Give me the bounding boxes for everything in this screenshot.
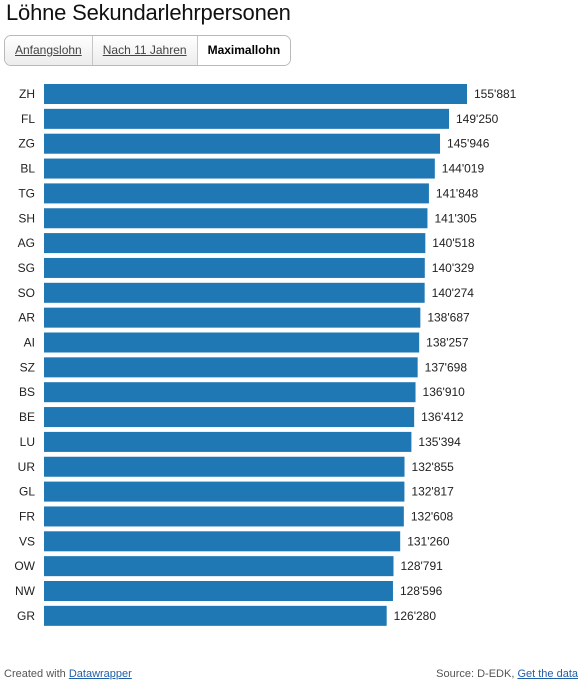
value-label-gl: 132'817 (411, 485, 454, 499)
category-label-tg: TG (18, 186, 35, 200)
bar-gl[interactable] (44, 481, 405, 502)
value-label-zg: 145'946 (447, 137, 490, 151)
bar-vs[interactable] (44, 531, 401, 552)
value-label-gr: 126'280 (394, 609, 437, 623)
bar-nw[interactable] (44, 581, 393, 601)
category-label-be: BE (19, 410, 35, 424)
view-tabs: Anfangslohn Nach 11 Jahren Maximallohn (4, 35, 292, 66)
bar-sz[interactable] (44, 357, 418, 378)
value-label-ow: 128'791 (400, 559, 443, 573)
bar-tg[interactable] (44, 183, 429, 204)
category-label-fl: FL (21, 112, 35, 126)
value-label-zh: 155'881 (474, 87, 517, 101)
bar-bs[interactable] (44, 382, 416, 403)
bar-ur[interactable] (44, 456, 405, 477)
value-label-tg: 141'848 (436, 186, 479, 200)
bar-zg[interactable] (44, 133, 441, 154)
tab-maximallohn[interactable]: Maximallohn (197, 36, 291, 65)
datawrapper-link[interactable]: Datawrapper (68, 668, 132, 680)
category-label-sz: SZ (20, 360, 35, 374)
value-label-bs: 136'910 (423, 385, 466, 399)
get-data-link[interactable]: Get the data (517, 668, 578, 680)
bar-be[interactable] (44, 407, 415, 428)
category-label-gr: GR (17, 609, 35, 623)
chart-title: Löhne Sekundarlehrpersonen (6, 0, 291, 25)
value-label-fr: 132'608 (411, 509, 454, 523)
category-label-gl: GL (19, 485, 35, 499)
value-label-be: 136'412 (421, 410, 464, 424)
bar-sg[interactable] (44, 257, 425, 278)
value-label-sh: 141'305 (434, 211, 477, 225)
value-label-ur: 132'855 (412, 460, 455, 474)
value-label-vs: 131'260 (407, 534, 450, 548)
category-label-sg: SG (18, 261, 35, 275)
category-label-zg: ZG (18, 137, 35, 151)
category-label-ur: UR (18, 460, 36, 474)
bar-ag[interactable] (44, 233, 426, 254)
category-label-zh: ZH (19, 87, 35, 101)
category-label-ar: AR (18, 311, 35, 325)
bar-bl[interactable] (44, 158, 435, 179)
value-label-bl: 144'019 (442, 162, 485, 176)
bar-ow[interactable] (44, 556, 394, 577)
category-label-fr: FR (19, 509, 35, 523)
value-label-sz: 137'698 (425, 360, 468, 374)
category-label-nw: NW (15, 584, 36, 598)
bar-gr[interactable] (44, 605, 387, 626)
bar-fl[interactable] (44, 108, 450, 129)
category-label-sh: SH (18, 211, 35, 225)
value-label-nw: 128'596 (400, 584, 443, 598)
bar-so[interactable] (44, 282, 425, 303)
footer-source: Source: D-EDK, Get the data (436, 668, 578, 680)
category-label-so: SO (18, 286, 35, 300)
value-label-lu: 135'394 (418, 435, 461, 449)
bar-chart: ZH 155'881 FL 149'250 ZG 145'946 BL 144'019 TG 14… (14, 84, 517, 626)
credit-prefix: Created with (4, 668, 66, 680)
category-label-ag: AG (18, 236, 35, 250)
bar-sh[interactable] (44, 208, 428, 229)
value-label-sg: 140'329 (432, 261, 475, 275)
bar-zh[interactable] (44, 84, 467, 104)
value-label-ar: 138'687 (427, 311, 470, 325)
category-label-ow: OW (14, 559, 35, 573)
tab-anfangslohn[interactable]: Anfangslohn (5, 36, 93, 65)
footer-credit: Created with Datawrapper (4, 668, 132, 680)
bar-lu[interactable] (44, 431, 412, 452)
category-label-bs: BS (19, 385, 35, 399)
category-label-ai: AI (24, 336, 35, 350)
source-prefix: Source: D-EDK, (436, 668, 515, 680)
tab-nach-11-jahren[interactable]: Nach 11 Jahren (92, 36, 198, 65)
bar-ar[interactable] (44, 307, 421, 328)
value-label-ag: 140'518 (432, 236, 475, 250)
value-label-fl: 149'250 (456, 112, 499, 126)
category-label-lu: LU (20, 435, 35, 449)
category-label-bl: BL (20, 162, 35, 176)
value-label-so: 140'274 (432, 286, 475, 300)
bar-fr[interactable] (44, 506, 404, 527)
bar-ai[interactable] (44, 332, 420, 353)
category-label-vs: VS (19, 534, 35, 548)
value-label-ai: 138'257 (426, 336, 469, 350)
